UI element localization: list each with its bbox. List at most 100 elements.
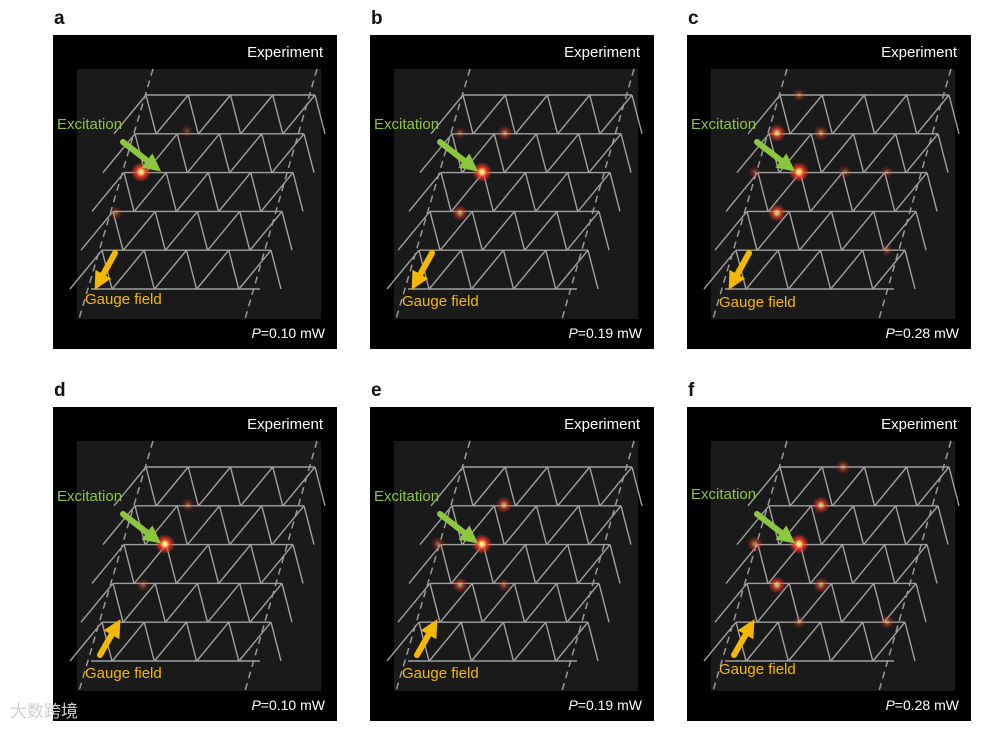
right-boundary xyxy=(878,440,952,692)
right-boundary xyxy=(244,440,318,692)
power-label: P=0.19 mW xyxy=(568,697,642,713)
gauge-field-label: Gauge field xyxy=(85,665,162,682)
excitation-arrow-icon xyxy=(120,139,162,172)
lattice-lines xyxy=(69,466,326,662)
sample-region xyxy=(394,69,638,319)
emission-spot xyxy=(109,206,123,220)
emission-spot xyxy=(453,126,467,140)
panel-c: Experiment Excitation Gauge field P=0.28… xyxy=(687,35,971,349)
lattice-image xyxy=(386,68,643,320)
down-left-arrow-icon xyxy=(728,250,752,290)
left-boundary xyxy=(78,68,154,320)
lattice-lines xyxy=(703,466,960,662)
left-boundary xyxy=(395,440,471,692)
left-boundary xyxy=(712,68,788,320)
lattice-lines xyxy=(703,94,960,290)
panel-f: Experiment Excitation Gauge field P=0.28… xyxy=(687,407,971,721)
excitation-label: Excitation xyxy=(57,116,123,133)
emission-spot xyxy=(880,243,894,257)
emission-spot xyxy=(495,496,513,514)
emission-spot xyxy=(747,536,763,552)
experiment-label: Experiment xyxy=(564,416,640,433)
panel-letter-f: f xyxy=(688,380,695,401)
lattice-lines xyxy=(69,94,326,290)
panel-letter-e: e xyxy=(371,380,382,401)
excitation-label: Excitation xyxy=(691,116,757,133)
emission-spot xyxy=(472,162,492,182)
emission-spot xyxy=(768,204,786,222)
emission-spot xyxy=(838,165,852,179)
panel-letter-c: c xyxy=(688,8,699,29)
sample-region xyxy=(394,441,638,691)
emission-spot xyxy=(452,205,468,221)
lattice-lines xyxy=(386,94,643,290)
up-right-arrow-icon xyxy=(414,619,438,658)
left-boundary xyxy=(78,440,154,692)
panel-letter-b: b xyxy=(371,8,383,29)
emission-spot xyxy=(768,124,786,142)
emission-spot xyxy=(136,578,150,592)
emission-spot xyxy=(880,165,894,179)
excitation-arrow-icon xyxy=(437,511,479,544)
down-left-arrow-icon xyxy=(411,250,435,290)
emission-spot xyxy=(497,125,513,141)
emission-spot xyxy=(748,165,762,179)
excitation-arrow-icon xyxy=(754,511,796,544)
emission-spot xyxy=(879,614,895,630)
power-label: P=0.10 mW xyxy=(251,697,325,713)
right-boundary xyxy=(561,68,635,320)
emission-spot xyxy=(768,576,786,594)
emission-spot xyxy=(789,534,809,554)
experiment-label: Experiment xyxy=(564,44,640,61)
excitation-label: Excitation xyxy=(374,488,440,505)
emission-spot xyxy=(835,459,851,475)
emission-spot xyxy=(813,125,829,141)
emission-spot xyxy=(812,496,830,514)
excitation-label: Excitation xyxy=(691,486,757,503)
gauge-field-label: Gauge field xyxy=(402,665,479,682)
power-label: P=0.10 mW xyxy=(251,325,325,341)
power-label: P=0.28 mW xyxy=(885,325,959,341)
excitation-arrow-icon xyxy=(120,511,162,544)
excitation-arrow-icon xyxy=(754,139,796,172)
emission-spot xyxy=(452,577,468,593)
panel-letter-a: a xyxy=(54,8,65,29)
emission-spot xyxy=(813,577,829,593)
emission-spot xyxy=(155,534,175,554)
left-boundary xyxy=(395,68,471,320)
sample-region xyxy=(711,441,955,691)
panel-d: Experiment Excitation Gauge field P=0.10… xyxy=(53,407,337,721)
experiment-label: Experiment xyxy=(247,416,323,433)
panel-b: Experiment Excitation Gauge field P=0.19… xyxy=(370,35,654,349)
emission-spot xyxy=(789,162,809,182)
right-boundary xyxy=(878,68,952,320)
lattice-image xyxy=(69,68,326,320)
emission-spot xyxy=(181,498,195,512)
power-label: P=0.19 mW xyxy=(568,325,642,341)
lattice-image xyxy=(69,440,326,692)
panel-letter-d: d xyxy=(54,380,66,401)
watermark: 大数跨境 xyxy=(10,702,78,722)
excitation-label: Excitation xyxy=(57,488,123,505)
emission-spot xyxy=(792,88,806,102)
emission-spot xyxy=(472,534,492,554)
gauge-field-label: Gauge field xyxy=(402,293,479,310)
gauge-field-label: Gauge field xyxy=(719,294,796,311)
right-boundary xyxy=(561,440,635,692)
right-boundary xyxy=(244,68,318,320)
panel-a: Experiment Excitation Gauge field P=0.10… xyxy=(53,35,337,349)
experiment-label: Experiment xyxy=(247,44,323,61)
up-right-arrow-icon xyxy=(97,619,121,658)
experiment-label: Experiment xyxy=(881,44,957,61)
emission-spot xyxy=(180,124,194,138)
power-label: P=0.28 mW xyxy=(885,697,959,713)
emission-spot xyxy=(431,537,445,551)
gauge-field-label: Gauge field xyxy=(85,291,162,308)
emission-spot xyxy=(497,578,511,592)
emission-spot xyxy=(792,615,806,629)
excitation-arrow-icon xyxy=(437,139,479,172)
panel-e: Experiment Excitation Gauge field P=0.19… xyxy=(370,407,654,721)
sample-region xyxy=(77,69,321,319)
up-right-arrow-icon xyxy=(731,619,755,658)
left-boundary xyxy=(712,440,788,692)
